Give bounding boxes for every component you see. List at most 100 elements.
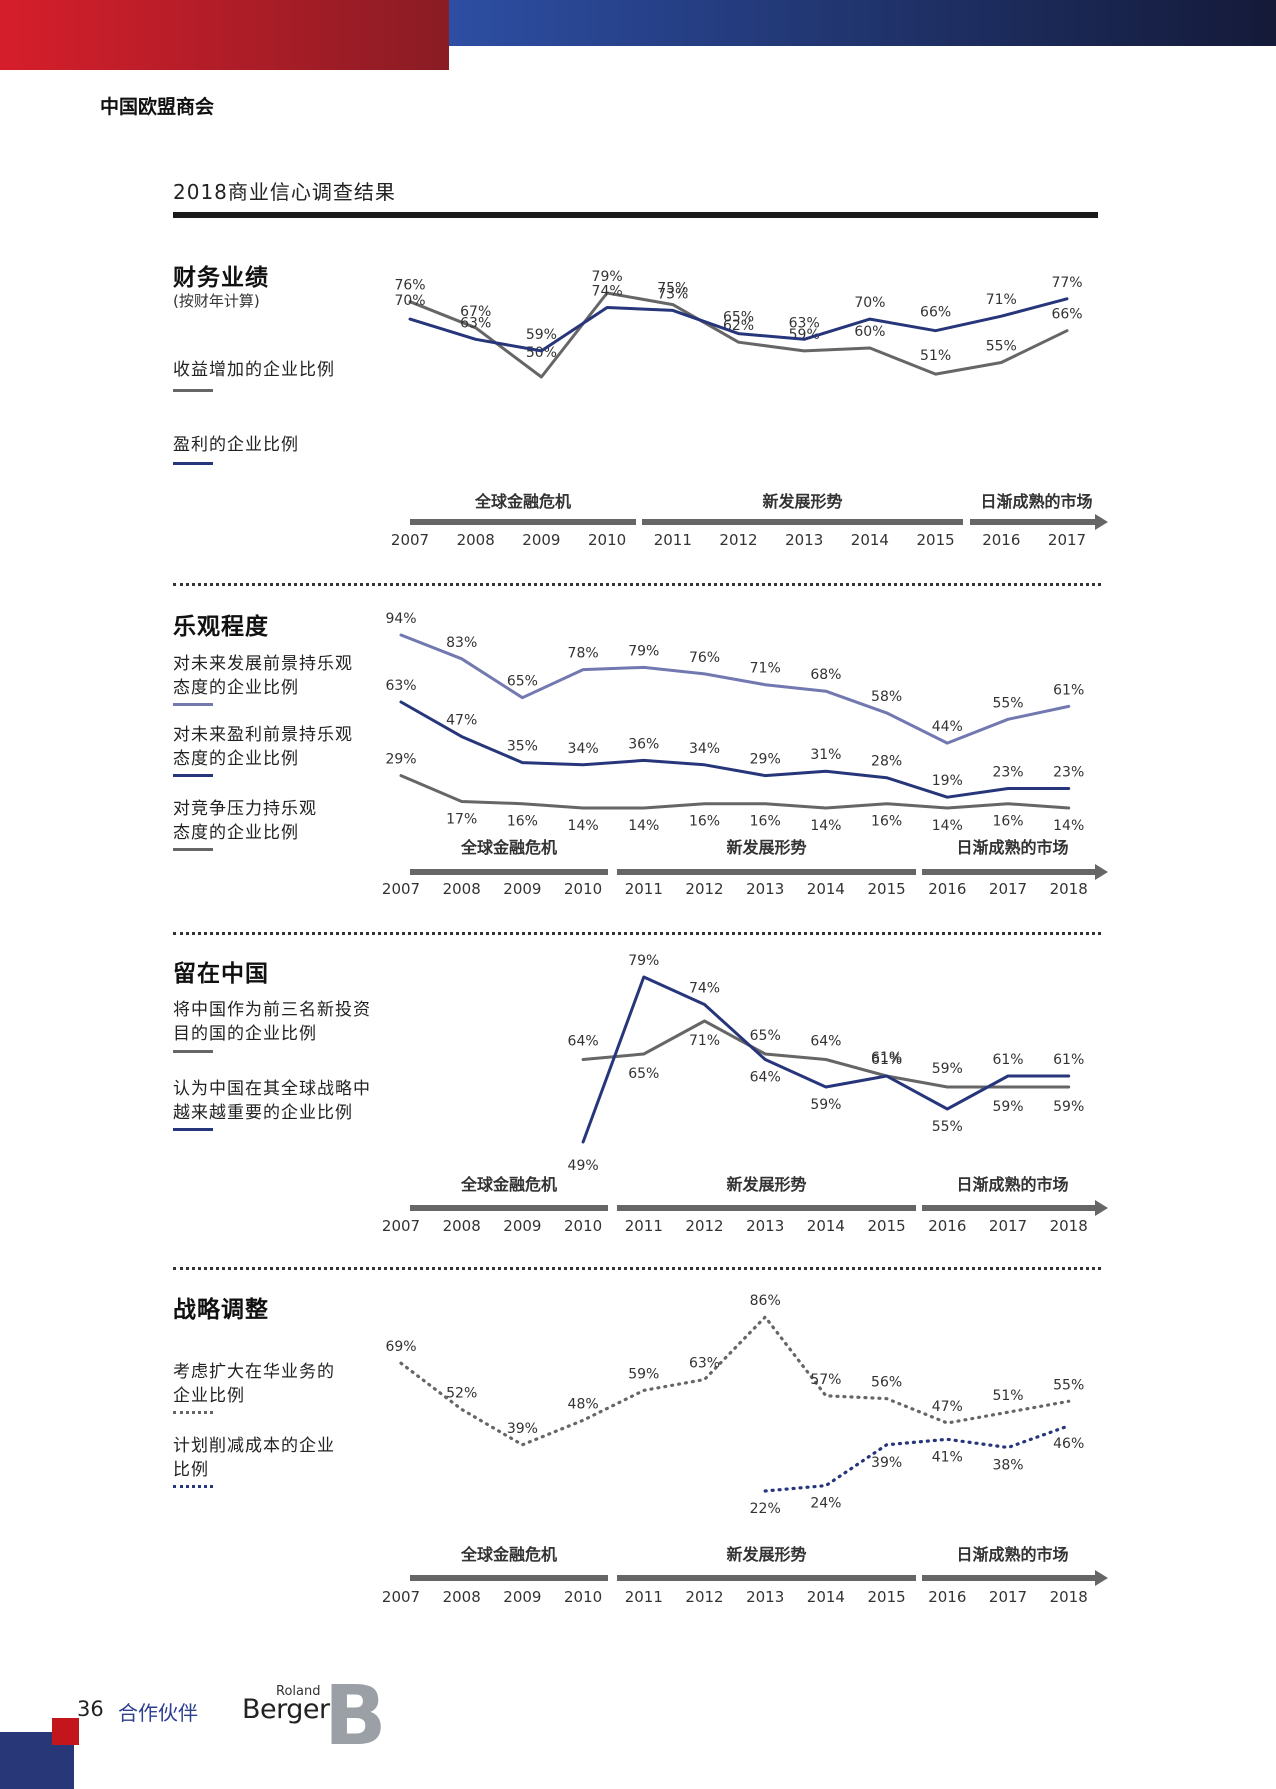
x-tick-label: 2016 (928, 880, 966, 898)
data-label: 61% (1053, 1052, 1084, 1068)
legend-label-china-importance: 认为中国在其全球战略中 越来越重要的企业比例 (173, 1079, 371, 1123)
timeline-phase-label: 新发展形势 (726, 1545, 806, 1564)
data-label: 19% (932, 773, 963, 789)
timeline-phase-bar (617, 1205, 916, 1211)
data-label: 39% (871, 1455, 902, 1471)
data-label: 71% (750, 661, 781, 677)
data-label: 71% (986, 292, 1017, 308)
data-label: 44% (932, 719, 963, 735)
data-label: 79% (628, 953, 659, 969)
data-label: 29% (385, 752, 416, 768)
section-divider (173, 1267, 1101, 1270)
data-label: 69% (385, 1339, 416, 1355)
data-label: 77% (1051, 275, 1082, 291)
data-label: 51% (992, 1388, 1023, 1404)
section-title-stay-in-china: 留在中国 (173, 961, 269, 987)
data-label: 24% (810, 1496, 841, 1512)
data-label: 70% (394, 293, 425, 309)
timeline-phase-label: 日渐成熟的市场 (956, 838, 1068, 857)
data-label: 16% (871, 814, 902, 830)
x-tick-label: 2007 (382, 1588, 420, 1606)
timeline-phase-label: 日渐成熟的市场 (956, 1175, 1068, 1194)
x-tick-label: 2015 (868, 1588, 906, 1606)
data-label: 55% (932, 1119, 963, 1135)
timeline-phase-label: 日渐成熟的市场 (956, 1545, 1068, 1564)
timeline-arrowhead (1095, 864, 1108, 880)
logo-text-roland: Roland (276, 1684, 321, 1699)
x-tick-label: 2009 (503, 1217, 541, 1235)
data-label: 61% (1053, 682, 1084, 698)
legend-swatch-profit-optimism (173, 774, 213, 777)
timeline-phase-bar (922, 869, 1095, 875)
data-label: 76% (394, 278, 425, 294)
x-tick-label: 2015 (868, 1217, 906, 1235)
timeline-phase-label: 全球金融危机 (460, 838, 557, 857)
x-tick-label: 2016 (928, 1217, 966, 1235)
data-label: 67% (460, 304, 491, 320)
x-tick-label: 2010 (564, 880, 602, 898)
title-rule (173, 212, 1098, 218)
x-tick-label: 2010 (564, 1588, 602, 1606)
timeline-phase-bar (922, 1575, 1095, 1581)
data-label: 23% (1053, 765, 1084, 781)
page-number: 36 (77, 1697, 104, 1721)
data-label: 14% (568, 818, 599, 834)
timeline-phase-label: 全球金融危机 (474, 492, 571, 511)
data-label: 94% (385, 611, 416, 627)
data-label: 74% (689, 981, 720, 997)
data-label: 75% (657, 281, 688, 297)
data-label: 14% (628, 818, 659, 834)
data-label: 64% (750, 1070, 781, 1086)
data-label: 60% (854, 324, 885, 340)
section-divider (173, 932, 1101, 935)
data-label: 59% (992, 1099, 1023, 1115)
data-label: 65% (750, 1028, 781, 1044)
section-title-optimism: 乐观程度 (173, 614, 269, 640)
x-tick-label: 2007 (391, 531, 429, 549)
timeline-arrowhead (1095, 1570, 1108, 1586)
series-line (399, 774, 1071, 810)
legend-label-profit: 盈利的企业比例 (173, 435, 299, 455)
legend-swatch-expand (173, 1411, 213, 1414)
data-label: 16% (507, 814, 538, 830)
data-label: 22% (750, 1501, 781, 1517)
timeline-phase-label: 新发展形势 (762, 492, 842, 511)
data-label: 59% (628, 1366, 659, 1382)
x-tick-label: 2011 (654, 531, 692, 549)
timeline-phase-bar (642, 519, 963, 525)
data-label: 79% (592, 269, 623, 285)
section-subtitle-financial: (按财年计算) (173, 292, 260, 310)
series-line (399, 700, 1071, 799)
x-tick-label: 2014 (851, 531, 889, 549)
x-tick-label: 2007 (382, 1217, 420, 1235)
data-label: 36% (628, 736, 659, 752)
x-tick-label: 2012 (685, 1217, 723, 1235)
x-tick-label: 2018 (1050, 1588, 1088, 1606)
x-tick-label: 2008 (443, 1588, 481, 1606)
data-label: 61% (992, 1052, 1023, 1068)
data-label: 46% (1053, 1436, 1084, 1452)
x-tick-label: 2015 (868, 880, 906, 898)
data-label: 16% (689, 814, 720, 830)
data-label: 63% (689, 1356, 720, 1372)
data-label: 28% (871, 754, 902, 770)
data-label: 49% (568, 1158, 599, 1174)
data-label: 47% (932, 1399, 963, 1415)
series-line (399, 1315, 1071, 1447)
x-tick-label: 2014 (807, 1217, 845, 1235)
data-label: 14% (932, 818, 963, 834)
data-label: 52% (446, 1385, 477, 1401)
data-label: 57% (810, 1372, 841, 1388)
data-label: 17% (446, 812, 477, 828)
x-tick-label: 2016 (928, 1588, 966, 1606)
data-label: 66% (920, 305, 951, 321)
data-label: 63% (789, 315, 820, 331)
data-label: 23% (992, 765, 1023, 781)
x-tick-label: 2012 (685, 880, 723, 898)
series-line (399, 633, 1071, 745)
data-label: 50% (526, 345, 557, 361)
data-label: 78% (568, 646, 599, 662)
x-tick-label: 2011 (625, 1217, 663, 1235)
x-tick-label: 2014 (807, 880, 845, 898)
